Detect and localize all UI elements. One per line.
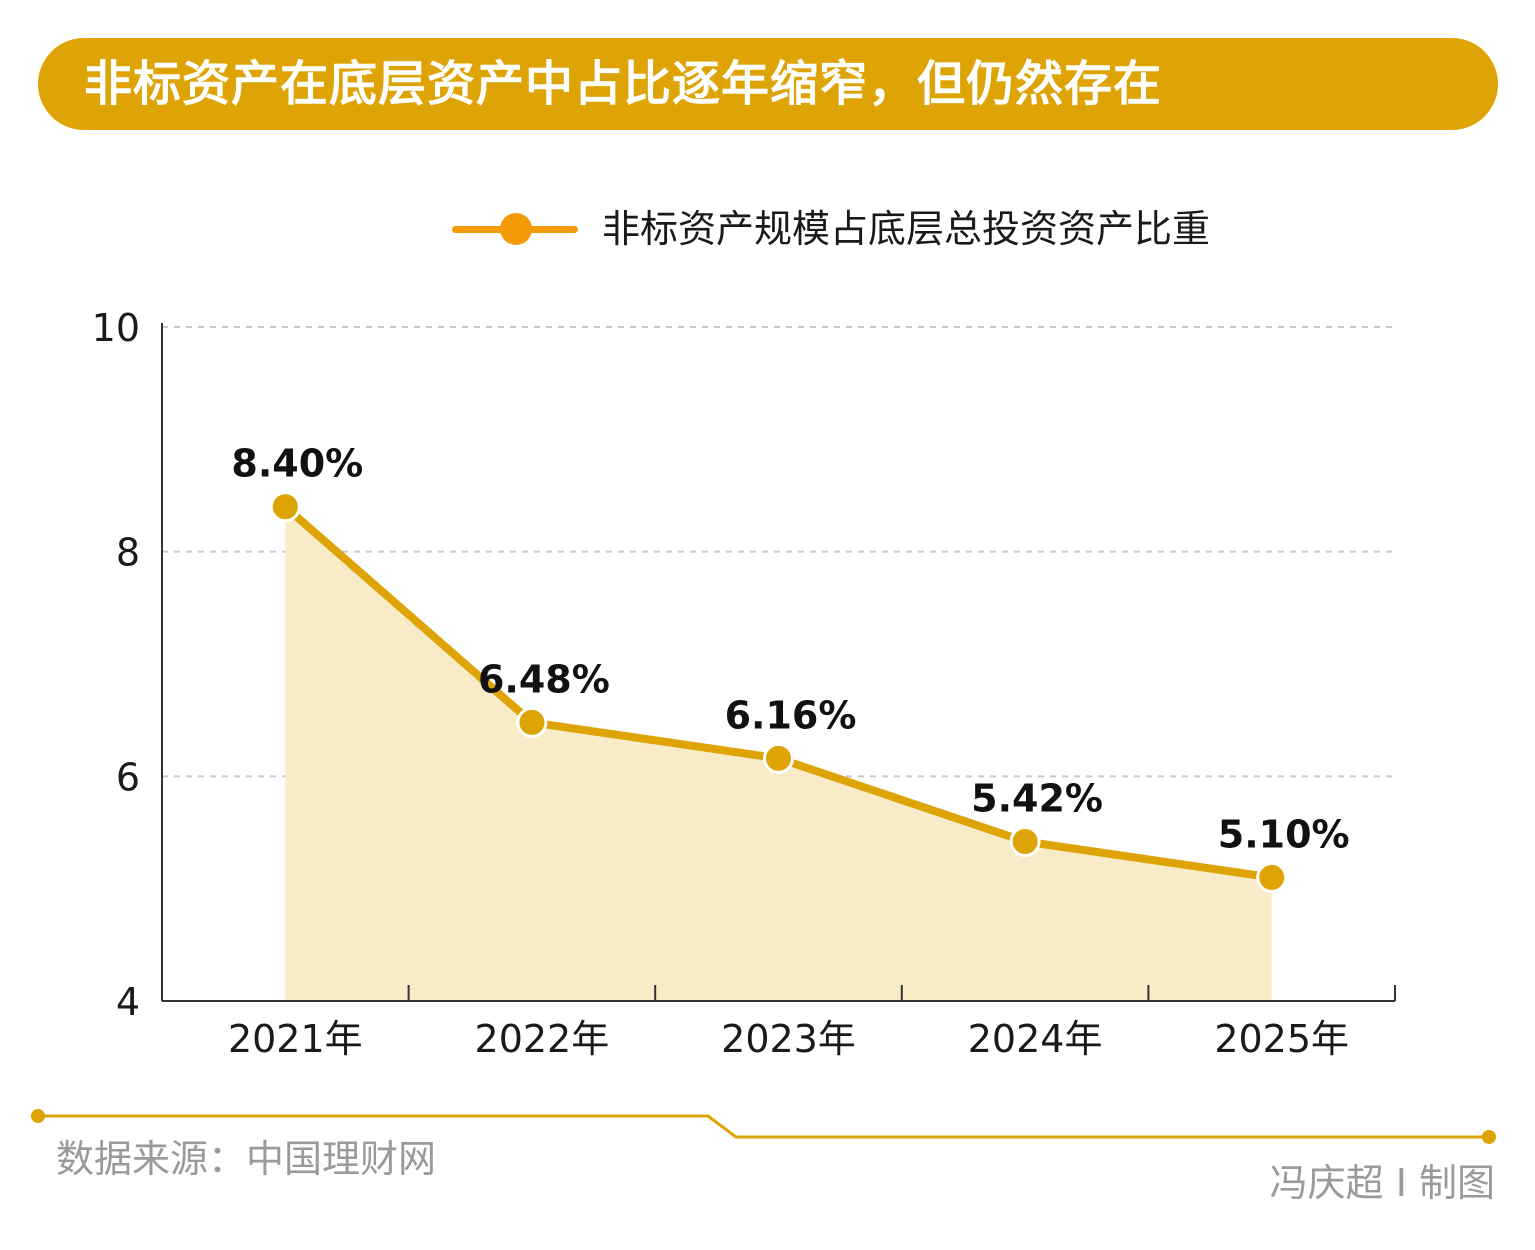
- data-label: 5.10%: [1218, 812, 1350, 856]
- data-source: 数据来源：中国理财网: [56, 1137, 437, 1181]
- x-tick-label: 2021年: [228, 1017, 363, 1061]
- data-label: 6.16%: [725, 693, 857, 737]
- data-point: [1256, 861, 1288, 893]
- area-fill: [285, 506, 1272, 1001]
- data-point: [763, 742, 794, 774]
- credit: 冯庆超 I 制图: [1269, 1161, 1495, 1205]
- legend-label: 非标资产规模占底层总投资资产比重: [602, 207, 1211, 251]
- footer-dot-left: [31, 1109, 45, 1123]
- y-tick-label: 4: [116, 980, 140, 1024]
- y-tick-label: 8: [116, 531, 140, 575]
- x-tick-label: 2024年: [968, 1017, 1103, 1061]
- data-label: 5.42%: [971, 776, 1103, 820]
- data-label: 8.40%: [231, 442, 363, 486]
- data-point: [1009, 825, 1041, 857]
- x-tick-label: 2025年: [1214, 1017, 1349, 1061]
- data-point: [516, 706, 548, 738]
- x-tick-label: 2022年: [475, 1017, 610, 1061]
- x-tick-label: 2023年: [721, 1017, 856, 1061]
- footer-dot-right: [1482, 1130, 1496, 1144]
- data-point: [269, 491, 301, 523]
- footer-divider: [38, 1114, 1489, 1139]
- data-label: 6.48%: [478, 657, 610, 701]
- y-tick-label: 6: [116, 755, 140, 799]
- y-tick-label: 10: [92, 306, 140, 350]
- title-banner: 非标资产在底层资产中占比逐年缩窄，但仍然存在: [38, 38, 1498, 130]
- legend-dot-marker: [500, 213, 532, 245]
- chart-title: 非标资产在底层资产中占比逐年缩窄，但仍然存在: [84, 56, 1163, 112]
